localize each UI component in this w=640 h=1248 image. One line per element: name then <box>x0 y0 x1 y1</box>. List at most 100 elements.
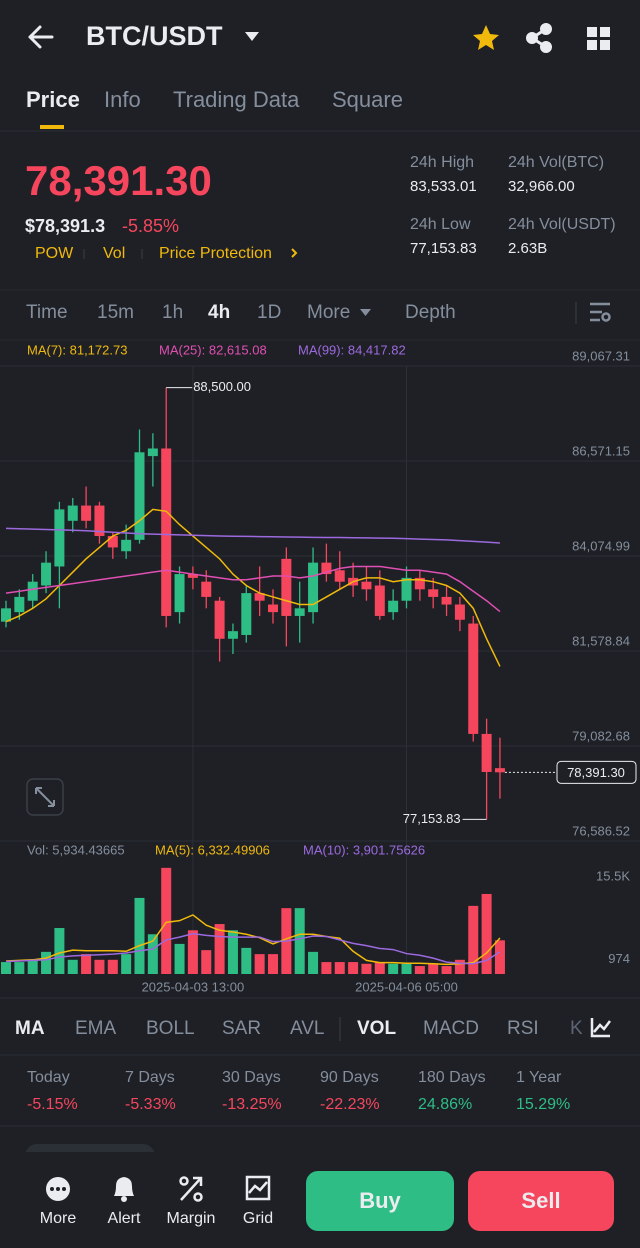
candle-body <box>14 596 25 613</box>
stat-label: 24h High <box>410 154 474 171</box>
toolbar-label[interactable]: More <box>40 1210 77 1227</box>
indicator-tab[interactable]: VOL <box>357 1018 396 1039</box>
candle-body <box>1 608 11 622</box>
indicator-tab[interactable]: AVL <box>290 1018 325 1039</box>
candle-body <box>428 589 439 597</box>
indicator-tab[interactable]: BOLL <box>146 1018 195 1039</box>
more-icon[interactable] <box>46 1177 70 1201</box>
candle-body <box>388 600 399 613</box>
low-label: 77,153.83 <box>403 811 461 826</box>
indicator-tab[interactable]: MACD <box>423 1018 479 1039</box>
volume-bar <box>308 951 319 974</box>
volume-bar <box>374 962 385 974</box>
grid-icon[interactable] <box>245 1175 271 1201</box>
stat-label: 24h Vol(USDT) <box>508 216 616 233</box>
usd-price: $78,391.3 <box>25 216 105 236</box>
indicator-tab[interactable]: RSI <box>507 1018 539 1039</box>
indicator-tab[interactable]: K <box>570 1018 583 1039</box>
high-label: 88,500.00 <box>193 379 251 394</box>
sell-button[interactable] <box>468 1171 614 1231</box>
candle-body <box>81 505 92 521</box>
volume-bar <box>241 947 252 974</box>
candle-body <box>67 505 78 521</box>
volume-ma-line <box>5 932 501 965</box>
volume-bar <box>348 962 359 974</box>
volume-bar <box>134 897 145 974</box>
candle-body <box>214 600 225 639</box>
volume-bar <box>481 893 492 974</box>
period-change: -5.15% <box>27 1096 78 1113</box>
interval[interactable]: Time <box>26 302 68 323</box>
buy-button[interactable] <box>306 1171 454 1231</box>
indicator-tab[interactable]: EMA <box>75 1018 117 1039</box>
volume-legend: MA(5): 6,332.49906 <box>155 842 270 857</box>
alert-icon[interactable] <box>114 1177 134 1202</box>
period-label: 7 Days <box>125 1069 175 1086</box>
candle-body <box>468 623 479 734</box>
stat-label: 24h Vol(BTC) <box>508 154 604 171</box>
volume-bar <box>468 905 479 974</box>
x-tick-label: 2025-04-03 13:00 <box>142 979 245 994</box>
volume-bar <box>494 940 505 974</box>
volume-bar <box>27 959 38 974</box>
margin-icon[interactable] <box>179 1176 203 1202</box>
candle-body <box>374 585 385 616</box>
more-caret[interactable] <box>360 309 371 316</box>
indicator-tab[interactable]: MA <box>15 1018 45 1039</box>
candle-body <box>161 448 172 616</box>
price-tag[interactable]: POW <box>35 245 74 262</box>
price-tag[interactable]: Vol <box>103 245 125 262</box>
volume-tick-label: 974 <box>608 951 630 966</box>
buy-label[interactable]: Buy <box>359 1188 401 1213</box>
last-price: 78,391.30 <box>25 157 212 204</box>
volume-tick-label: 15.5K <box>596 868 630 883</box>
price-change: -5.85% <box>122 216 179 236</box>
toolbar-label[interactable]: Alert <box>108 1210 141 1227</box>
price-tag[interactable]: Price Protection <box>159 245 272 262</box>
period-change: -5.33% <box>125 1096 176 1113</box>
tab[interactable]: Trading Data <box>173 87 300 112</box>
pair-caret[interactable] <box>245 32 259 41</box>
candle-body <box>134 452 145 540</box>
ma-legend: MA(7): 81,172.73 <box>27 342 127 357</box>
volume-bar <box>147 934 158 974</box>
sell-label[interactable]: Sell <box>521 1188 560 1213</box>
volume-bar <box>1 962 11 974</box>
toolbar-label[interactable]: Grid <box>243 1210 273 1227</box>
layout-button[interactable] <box>587 27 610 50</box>
interval[interactable]: 4h <box>208 302 230 323</box>
stat-value: 32,966.00 <box>508 178 575 195</box>
interval[interactable]: More <box>307 302 350 323</box>
chart-settings[interactable] <box>590 302 611 322</box>
favorite-star[interactable] <box>473 25 499 50</box>
y-tick-label: 79,082.68 <box>572 728 630 743</box>
candle-body <box>294 608 305 616</box>
x-tick-label: 2025-04-06 05:00 <box>355 979 458 994</box>
period-label: Today <box>27 1069 70 1086</box>
tab[interactable]: Info <box>104 87 141 112</box>
volume-legend: MA(10): 3,901.75626 <box>303 842 425 857</box>
candle-body <box>41 562 52 586</box>
stat-value: 77,153.83 <box>410 240 477 257</box>
interval[interactable]: Depth <box>405 302 456 323</box>
tab[interactable]: Square <box>332 87 403 112</box>
indicator-tab[interactable]: SAR <box>222 1018 261 1039</box>
indicator-settings[interactable] <box>590 1018 611 1038</box>
share-button[interactable] <box>526 23 552 53</box>
back-button[interactable] <box>28 25 54 49</box>
candle-body <box>361 581 372 590</box>
candle-body <box>147 448 158 457</box>
interval[interactable]: 1D <box>257 302 281 323</box>
stat-value: 2.63B <box>508 240 547 257</box>
volume-bar <box>41 951 52 974</box>
period-change: -22.23% <box>320 1096 380 1113</box>
expand-button[interactable] <box>26 778 64 816</box>
tab[interactable]: Price <box>26 87 80 112</box>
interval[interactable]: 15m <box>97 302 134 323</box>
pair-title[interactable]: BTC/USDT <box>86 21 223 51</box>
volume-bar <box>388 963 399 974</box>
toolbar-label[interactable]: Margin <box>167 1210 216 1227</box>
interval[interactable]: 1h <box>162 302 183 323</box>
candle-body <box>201 581 212 597</box>
